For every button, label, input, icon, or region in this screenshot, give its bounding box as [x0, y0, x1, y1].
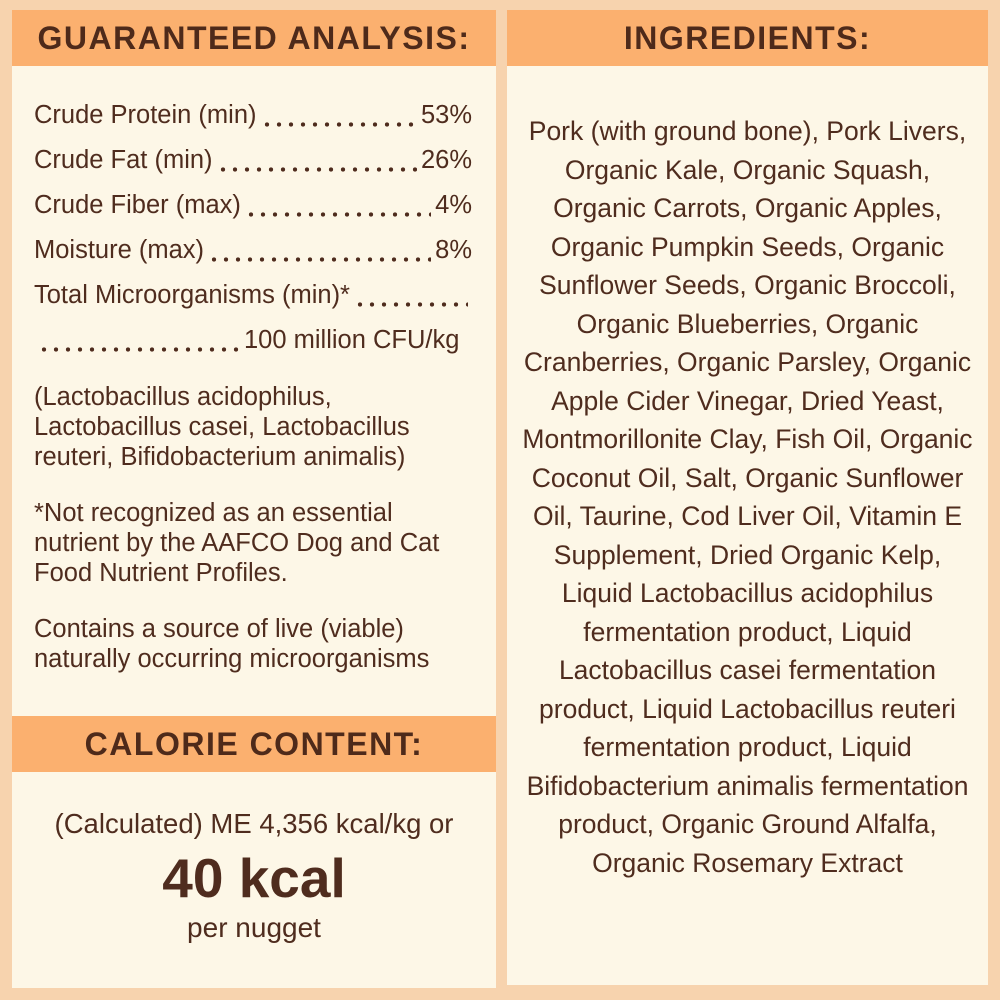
analysis-value: 53%	[420, 101, 472, 129]
analysis-value: 26%	[420, 146, 472, 174]
guaranteed-analysis-panel: Crude Protein (min) 53% Crude Fat (min) …	[12, 66, 496, 716]
analysis-row-crude-fat: Crude Fat (min) 26%	[34, 145, 472, 176]
calorie-content-title: CALORIE CONTENT:	[84, 725, 424, 762]
dot-leader	[35, 325, 243, 356]
calorie-calculated-line: (Calculated) ME 4,356 kcal/kg or	[54, 808, 454, 839]
ingredients-list: Pork (with ground bone), Pork Livers, Or…	[522, 116, 973, 878]
analysis-label: Total Microorganisms (min)*	[34, 281, 350, 309]
left-column: GUARANTEED ANALYSIS: Crude Protein (min)…	[12, 10, 496, 988]
dot-leader	[242, 190, 434, 221]
dot-leader	[214, 145, 420, 176]
right-column: INGREDIENTS: Pork (with ground bone), Po…	[507, 10, 988, 985]
calorie-content-panel: (Calculated) ME 4,356 kcal/kg or 40 kcal…	[12, 772, 496, 988]
analysis-label: Crude Fat (min)	[34, 146, 213, 174]
ingredients-header: INGREDIENTS:	[507, 10, 988, 66]
analysis-label: Crude Fiber (max)	[34, 191, 241, 219]
analysis-row-microorganisms: Total Microorganisms (min)*	[34, 280, 472, 311]
ingredients-title: INGREDIENTS:	[623, 19, 872, 56]
calorie-content-header: CALORIE CONTENT:	[12, 716, 496, 772]
calorie-kcal-value: 40 kcal	[162, 847, 346, 909]
analysis-row-crude-protein: Crude Protein (min) 53%	[34, 100, 472, 131]
dot-leader	[205, 235, 434, 266]
calorie-per-nugget: per nugget	[187, 912, 321, 943]
analysis-label: Crude Protein (min)	[34, 101, 257, 129]
analysis-row-crude-fiber: Crude Fiber (max) 4%	[34, 190, 472, 221]
guaranteed-analysis-header: GUARANTEED ANALYSIS:	[12, 10, 496, 66]
microorganism-species-note: (Lactobacillus acidophilus, Lactobacillu…	[34, 383, 410, 471]
viable-microorganisms-note: Contains a source of live (viable) natur…	[34, 615, 430, 673]
analysis-row-microorganisms-value: 100 million CFU/kg	[34, 325, 472, 356]
aafco-footnote: *Not recognized as an essential nutrient…	[34, 499, 440, 587]
guaranteed-analysis-title: GUARANTEED ANALYSIS:	[37, 19, 471, 56]
analysis-value: 4%	[435, 191, 472, 219]
ingredients-panel: Pork (with ground bone), Pork Livers, Or…	[507, 66, 988, 985]
analysis-label: Moisture (max)	[34, 236, 205, 264]
dot-leader	[258, 100, 420, 131]
analysis-value: 8%	[435, 236, 472, 264]
dot-leader	[351, 280, 471, 311]
analysis-row-moisture: Moisture (max) 8%	[34, 235, 472, 266]
analysis-value: 100 million CFU/kg	[244, 326, 460, 354]
